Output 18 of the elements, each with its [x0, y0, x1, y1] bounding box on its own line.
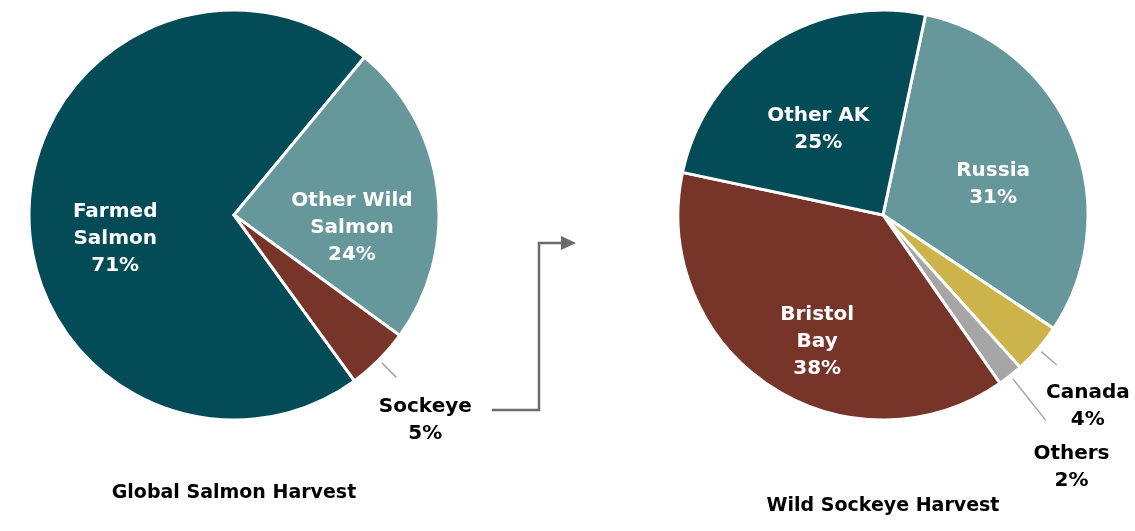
slice-label: Russia [956, 157, 1030, 182]
data-label: 71% [91, 252, 140, 277]
data-label: 25% [794, 129, 843, 154]
slice-label: Farmed Salmon [72, 198, 158, 250]
slice-label: Other AK [767, 102, 871, 127]
data-label: 4% [1070, 405, 1105, 430]
data-label: 31% [969, 184, 1018, 209]
text: Global Salmon Harvest [111, 480, 357, 503]
data-label: 38% [793, 355, 842, 380]
data-label: 5% [408, 420, 443, 445]
slice-label: Bristol Bay [780, 301, 855, 353]
text: Wild Sockeye Harvest [766, 492, 1000, 515]
data-label: 24% [328, 241, 376, 266]
slice-label: Canada [1045, 378, 1130, 403]
slice-label: Others [1033, 439, 1110, 464]
slice-label: Sockeye [378, 393, 472, 418]
slice-label: Other Wild Salmon [291, 187, 413, 239]
data-label: 2% [1054, 466, 1089, 491]
